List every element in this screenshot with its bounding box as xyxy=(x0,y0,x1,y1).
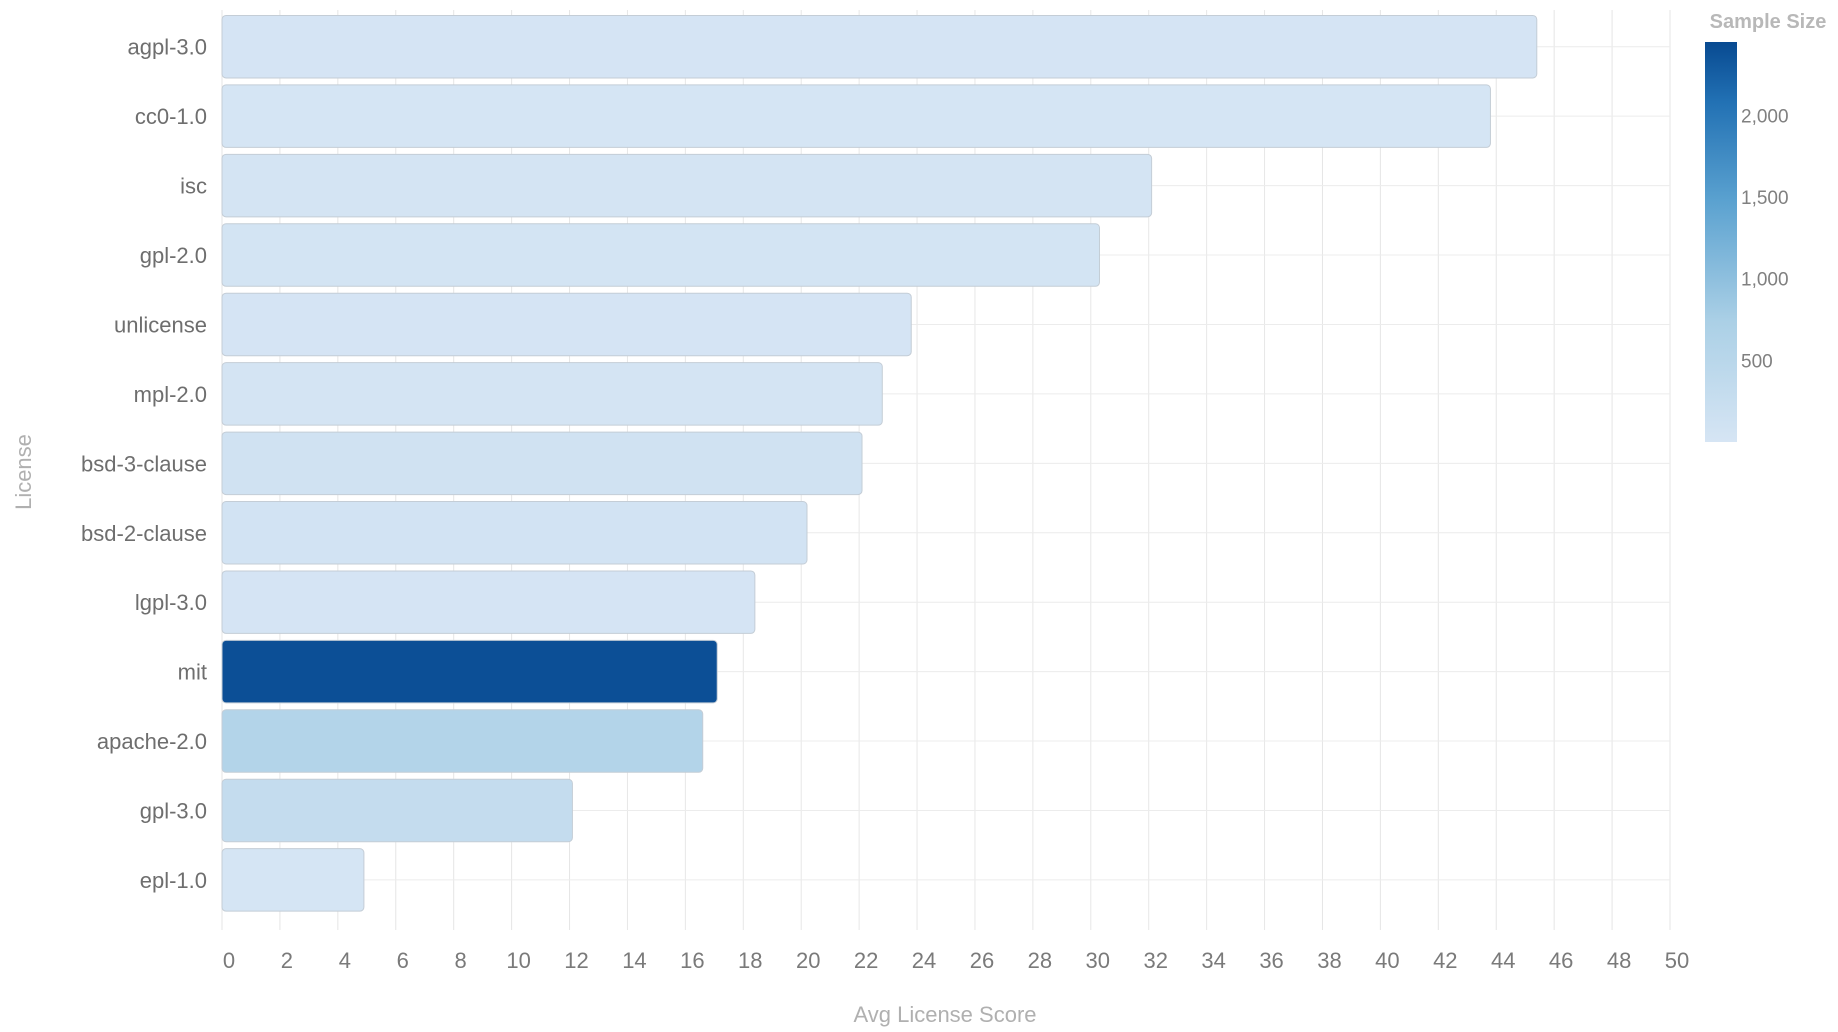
y-tick-label: gpl-3.0 xyxy=(140,798,207,823)
x-tick-label: 22 xyxy=(854,948,878,973)
bars xyxy=(221,14,1538,912)
bar-isc xyxy=(221,153,1153,218)
bar-bsd-2-clause xyxy=(221,501,808,565)
bar-agpl-3.0 xyxy=(221,14,1538,79)
y-tick-label: bsd-3-clause xyxy=(81,451,207,476)
bar-lgpl-3.0 xyxy=(221,570,756,634)
x-axis-title: Avg License Score xyxy=(853,1002,1036,1027)
colorbar-ticks: 500 1,000 1,500 2,000 xyxy=(1741,106,1789,372)
bar-bsd-3-clause xyxy=(221,431,863,496)
bar-apache-2.0 xyxy=(221,709,704,773)
x-tick-label: 14 xyxy=(622,948,646,973)
y-tick-label: lgpl-3.0 xyxy=(135,590,207,615)
colorbar-gradient xyxy=(1705,42,1737,442)
x-tick-label: 36 xyxy=(1259,948,1283,973)
x-tick-label: 18 xyxy=(738,948,762,973)
y-tick-label: apache-2.0 xyxy=(97,729,207,754)
x-tick-label: 16 xyxy=(680,948,704,973)
x-tick-labels: 0 2 4 6 8 10 12 14 16 18 20 22 24 26 28 30 32 34 36 38 40 42 4… xyxy=(223,948,1689,973)
colorbar-tick-label: 1,000 xyxy=(1741,270,1789,291)
y-tick-labels: agpl-3.0 cc0-1.0 isc gpl-2.0 unlicense mpl-2.… xyxy=(81,35,207,893)
x-tick-label: 24 xyxy=(912,948,936,973)
y-tick-label: mpl-2.0 xyxy=(134,382,207,407)
bar-epl-1.0 xyxy=(221,848,365,912)
x-tick-label: 12 xyxy=(564,948,588,973)
x-tick-label: 42 xyxy=(1433,948,1457,973)
bar-gpl-3.0 xyxy=(221,778,573,843)
y-tick-label: unlicense xyxy=(114,312,207,337)
x-tick-label: 44 xyxy=(1491,948,1515,973)
x-tick-label: 40 xyxy=(1375,948,1399,973)
y-tick-label: bsd-2-clause xyxy=(81,521,207,546)
x-tick-label: 48 xyxy=(1607,948,1631,973)
y-tick-label: mit xyxy=(178,660,207,685)
bar-mpl-2.0 xyxy=(221,362,883,426)
y-tick-label: epl-1.0 xyxy=(140,868,207,893)
x-tick-label: 32 xyxy=(1143,948,1167,973)
y-tick-label: agpl-3.0 xyxy=(127,35,207,60)
colorbar-tick-label: 2,000 xyxy=(1741,106,1789,127)
bar-unlicense xyxy=(221,292,912,357)
x-tick-label: 34 xyxy=(1201,948,1225,973)
colorbar-tick-label: 500 xyxy=(1741,351,1773,372)
y-tick-label: isc xyxy=(180,174,207,199)
x-tick-label: 8 xyxy=(455,948,467,973)
y-axis-title: License xyxy=(11,434,36,510)
x-tick-label: 30 xyxy=(1086,948,1110,973)
x-tick-label: 2 xyxy=(281,948,293,973)
colorbar-title: Sample Size xyxy=(1710,11,1827,33)
colorbar-tick-label: 1,500 xyxy=(1741,188,1789,209)
x-tick-label: 50 xyxy=(1665,948,1689,973)
x-tick-label: 4 xyxy=(339,948,351,973)
bar-cc0-1.0 xyxy=(221,84,1491,148)
y-tick-label: cc0-1.0 xyxy=(135,104,207,129)
x-tick-label: 20 xyxy=(796,948,820,973)
y-tick-label: gpl-2.0 xyxy=(140,243,207,268)
x-tick-label: 0 xyxy=(223,948,235,973)
x-tick-label: 10 xyxy=(506,948,530,973)
x-tick-label: 26 xyxy=(970,948,994,973)
x-tick-label: 38 xyxy=(1317,948,1341,973)
bar-gpl-2.0 xyxy=(221,223,1100,287)
colorbar-legend: Sample Size 500 1,000 1,500 2,000 xyxy=(1705,11,1826,442)
x-tick-label: 6 xyxy=(397,948,409,973)
x-tick-label: 46 xyxy=(1549,948,1573,973)
bar-mit xyxy=(221,639,718,704)
x-tick-label: 28 xyxy=(1028,948,1052,973)
